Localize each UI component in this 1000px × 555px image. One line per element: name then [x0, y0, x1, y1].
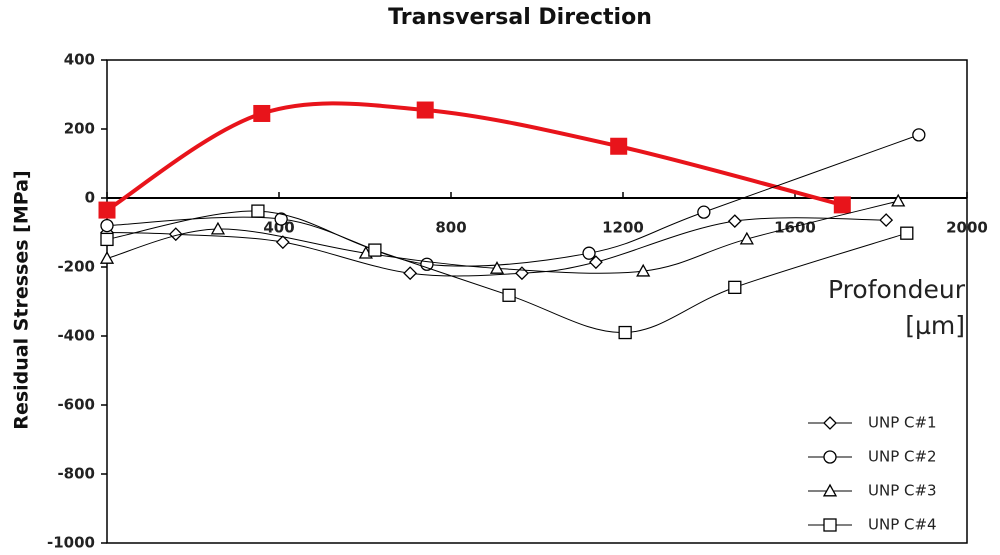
y-tick-label: -400	[57, 327, 95, 345]
marker	[728, 280, 742, 295]
marker	[823, 416, 837, 430]
marker	[98, 201, 116, 219]
x-tick-label: 400	[263, 219, 294, 237]
marker	[636, 263, 651, 277]
y-tick-label: -1000	[47, 534, 95, 552]
marker	[502, 288, 516, 302]
y-tick-label: -800	[57, 465, 95, 483]
marker	[697, 205, 711, 219]
marker	[403, 266, 418, 281]
marker	[275, 235, 290, 250]
legend-label: UNP C#4	[868, 516, 937, 534]
marker	[618, 325, 632, 340]
marker	[253, 104, 271, 122]
series-line	[106, 200, 899, 274]
marker	[368, 243, 382, 257]
marker	[610, 137, 628, 155]
marker	[99, 251, 115, 264]
marker	[588, 255, 603, 270]
marker	[879, 213, 894, 227]
marker	[515, 266, 529, 281]
marker	[582, 246, 596, 260]
marker	[489, 261, 505, 274]
y-tick-label: 0	[85, 189, 95, 207]
y-tick-label: -200	[57, 258, 95, 276]
marker	[100, 218, 114, 233]
series-line	[106, 134, 920, 267]
chart-title: Transversal Direction	[388, 5, 652, 30]
y-tick-label: 200	[64, 120, 95, 138]
legend-label: UNP C#2	[868, 448, 937, 466]
y-tick-label: 400	[64, 51, 95, 69]
marker	[251, 204, 265, 218]
series-line	[105, 101, 843, 212]
marker	[210, 221, 226, 235]
marker	[168, 227, 183, 242]
x-tick-label: 1200	[602, 219, 644, 237]
marker	[912, 128, 926, 142]
legend-label: UNP C#3	[868, 482, 937, 500]
x-axis-label: Profondeur [µm]	[828, 275, 965, 340]
plot-frame	[106, 59, 968, 544]
legend-label: UNP C#1	[868, 414, 937, 432]
marker	[823, 518, 837, 532]
x-tick-label: 2000	[946, 219, 988, 237]
marker	[420, 257, 434, 271]
marker	[739, 231, 754, 245]
x-tick-label: 1600	[774, 219, 816, 237]
marker	[727, 214, 742, 229]
y-tick-label: -600	[57, 396, 95, 414]
x-tick-label: 800	[435, 219, 466, 237]
marker	[100, 232, 114, 247]
marker	[823, 450, 837, 464]
marker	[891, 193, 906, 207]
marker	[900, 226, 914, 240]
y-axis-label: Residual Stresses [MPa]	[11, 170, 33, 429]
marker	[822, 483, 838, 497]
marker	[416, 101, 434, 119]
marker	[274, 212, 288, 226]
marker	[833, 196, 851, 214]
